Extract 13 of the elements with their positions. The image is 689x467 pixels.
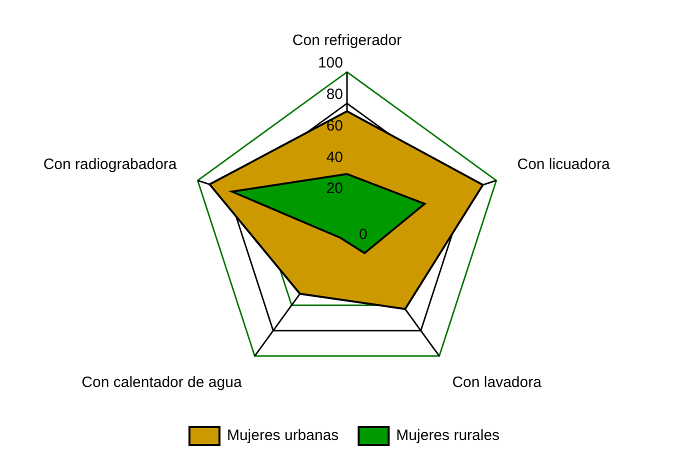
y-tick-label: 80 [326, 86, 343, 104]
spoke-label: Con calentador de agua [82, 374, 242, 391]
spoke-label: Con refrigerador [292, 32, 402, 50]
legend-label: Mujeres rurales [396, 427, 500, 444]
y-tick-label: 40 [326, 148, 343, 166]
y-tick-label: 20 [326, 180, 343, 198]
legend-label: Mujeres urbanas [226, 427, 339, 444]
spoke-label: Con licuadora [517, 156, 610, 173]
spoke-label: Con lavadora [452, 374, 542, 391]
y-tick-label: 0 [359, 226, 368, 244]
y-tick-label: 100 [318, 54, 343, 72]
y-tick-label: 60 [326, 117, 343, 134]
spoke-label: Con radiograbadora [43, 156, 178, 173]
